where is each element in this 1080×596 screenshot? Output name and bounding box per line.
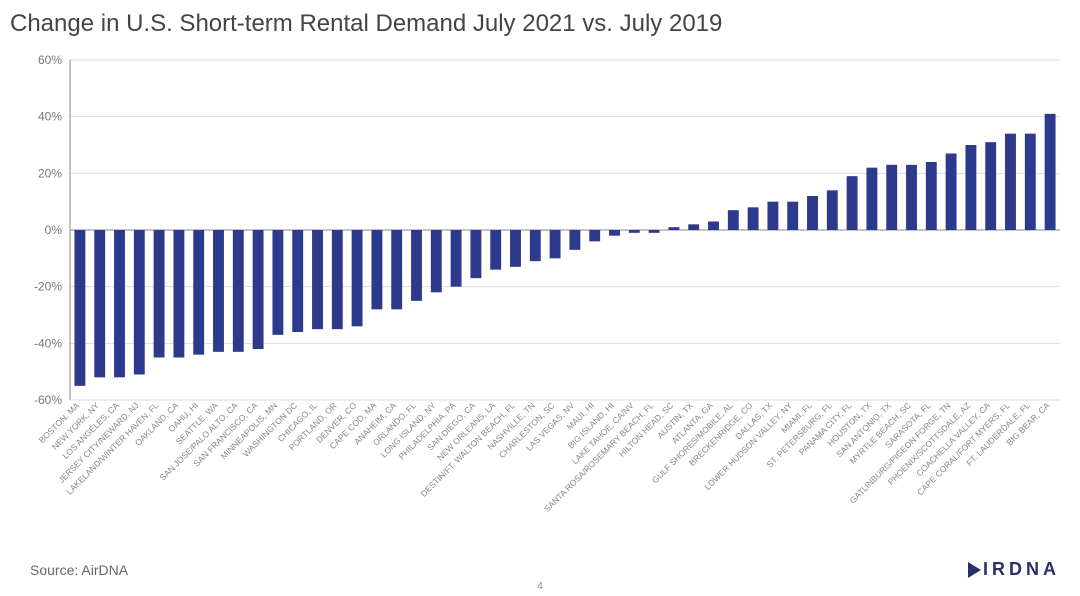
bar [332,230,343,329]
slide: Change in U.S. Short-term Rental Demand … [0,0,1080,596]
bar [569,230,580,250]
bar [352,230,363,326]
bar [272,230,283,335]
bar [134,230,145,375]
bar [530,230,541,261]
bar [589,230,600,241]
y-tick-label: -60% [34,393,62,407]
bar [1045,114,1056,230]
brand-text: IRDNA [983,559,1060,580]
bar [807,196,818,230]
bar [391,230,402,309]
chart-title: Change in U.S. Short-term Rental Demand … [10,10,722,38]
y-tick-label: 40% [38,110,62,124]
bar [312,230,323,329]
bar [510,230,521,267]
bar [233,230,244,352]
bar [668,227,679,230]
page-number: 4 [537,581,543,592]
bar [253,230,264,349]
chart-container: -60%-40%-20%0%20%40%60%BOSTON, MANEW YOR… [10,50,1070,540]
bar [292,230,303,332]
bar-chart: -60%-40%-20%0%20%40%60%BOSTON, MANEW YOR… [10,50,1070,540]
brand-logo: IRDNA [968,559,1060,580]
y-tick-label: 60% [38,53,62,67]
bar [371,230,382,309]
bar [847,176,858,230]
y-tick-label: 0% [45,223,63,237]
bar [728,210,739,230]
bar [490,230,501,270]
bar [154,230,165,358]
bar [114,230,125,377]
bar [431,230,442,292]
bar [213,230,224,352]
brand-triangle-icon [968,562,981,578]
bar [193,230,204,355]
bar [173,230,184,358]
source-label: Source: AirDNA [30,562,128,578]
bar [1005,134,1016,230]
bar [965,145,976,230]
y-tick-label: 20% [38,166,62,180]
bar [94,230,105,377]
bar [866,168,877,230]
bar [411,230,422,301]
bar [688,224,699,230]
bar [74,230,85,386]
bar [926,162,937,230]
bar [827,190,838,230]
bar [470,230,481,278]
bar [767,202,778,230]
bar [886,165,897,230]
bar [906,165,917,230]
bar [748,207,759,230]
bar [649,230,660,233]
bar [1025,134,1036,230]
y-tick-label: -40% [34,336,62,350]
bar [609,230,620,236]
bar [629,230,640,233]
bar [946,154,957,231]
bar [787,202,798,230]
bar [550,230,561,258]
bar [985,142,996,230]
bar [708,222,719,231]
y-tick-label: -20% [34,280,62,294]
bar [451,230,462,287]
